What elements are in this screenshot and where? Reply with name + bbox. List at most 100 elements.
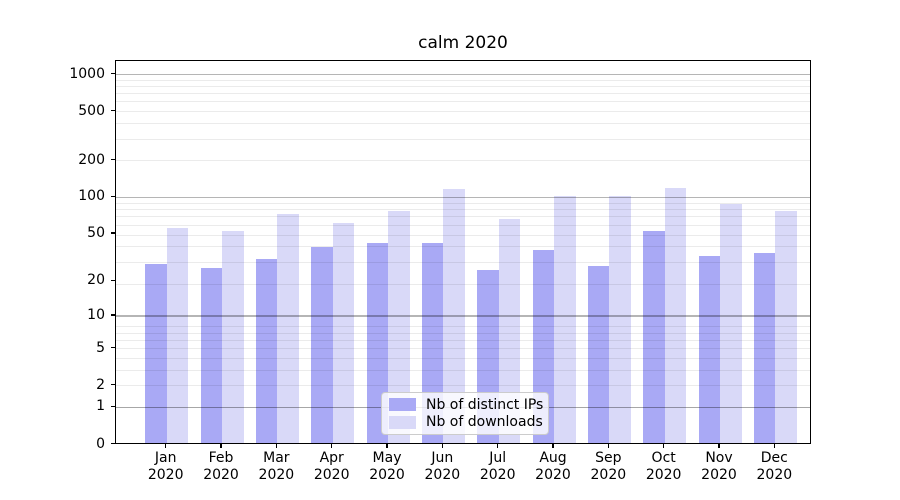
y-tick-label: 0 [96,435,105,452]
y-tick-mark [110,110,115,112]
gridline-minor [116,79,810,81]
gridline-minor [116,138,810,140]
y-tick-mark [110,346,115,349]
gridline-minor [116,369,810,371]
y-tick-mark [110,405,115,407]
gridline-minor [116,261,810,263]
x-tick-mark [386,443,388,448]
bar-downloads-7 [498,219,521,443]
bar-ips-9 [587,266,610,443]
x-tick-mark [552,443,554,448]
bar-downloads-10 [664,188,687,443]
x-tick-mark [220,443,222,448]
y-tick-label: 1 [96,398,105,415]
bar-downloads-4 [332,222,355,443]
gridline-minor [116,101,810,103]
bar-downloads-12 [775,211,797,443]
y-tick-label: 2 [96,376,105,393]
gridline-minor [116,224,810,226]
y-tick-mark [110,158,115,161]
x-tick-mark [275,443,277,448]
bar-downloads-1 [166,228,189,443]
gridline-minor [116,123,810,125]
x-tick-mark [663,443,665,448]
x-tick-label: Oct 2020 [645,449,682,483]
x-tick-mark [165,443,167,448]
y-tick-mark [110,232,115,234]
bar-ips-4 [311,246,333,443]
legend-item-distinct-ips: Nb of distinct IPs [389,396,544,413]
chart-title: calm 2020 [418,33,508,53]
y-tick-mark [110,442,115,445]
gridline-minor [116,339,810,341]
y-tick-mark [110,314,115,316]
gridline-major [116,73,810,76]
bar-downloads-9 [609,196,631,443]
gridline-minor [116,160,810,162]
bar-ips-12 [753,252,776,443]
gridline-minor [116,234,810,236]
bar-ips-10 [643,230,665,443]
gridline-minor [116,93,810,95]
gridline-minor [116,326,810,328]
x-tick-mark [607,443,609,448]
bar-downloads-5 [388,211,410,443]
legend-label-downloads: Nb of downloads [426,414,543,431]
y-tick-mark [110,195,115,197]
gridline-minor [116,283,810,285]
y-tick-label: 500 [78,102,105,119]
x-tick-mark [497,443,499,448]
plot-area: Nb of distinct IPs Nb of downloads [115,60,811,444]
bar-downloads-6 [443,189,465,443]
bar-ips-1 [145,264,167,443]
gridline-minor [116,332,810,334]
bar-ips-3 [255,258,278,443]
y-tick-label: 10 [87,307,105,324]
x-tick-label: Sep 2020 [590,449,627,483]
legend-item-downloads: Nb of downloads [389,414,543,431]
x-tick-label: Jul 2020 [479,449,516,483]
x-tick-mark [718,443,720,448]
x-tick-label: Feb 2020 [203,449,239,483]
legend: Nb of distinct IPs Nb of downloads [381,392,549,435]
gridline-minor [116,209,810,211]
x-tick-mark [441,443,443,448]
gridline-minor [116,385,810,387]
y-tick-label: 200 [78,151,105,168]
y-tick-mark [110,72,115,75]
y-tick-label: 1000 [69,65,105,82]
gridline-major [116,196,810,198]
legend-swatch-ips-icon [389,398,416,412]
bar-ips-11 [698,255,720,443]
x-tick-mark [773,443,775,448]
gridline-minor [116,86,810,88]
gridline-minor [116,216,810,218]
x-tick-mark [331,443,333,448]
gridline-minor [116,357,810,359]
y-tick-mark [110,279,115,282]
y-tick-label: 20 [87,272,105,289]
bar-downloads-8 [554,196,576,443]
x-tick-label: Jun 2020 [424,449,461,483]
x-tick-label: Aug 2020 [535,449,571,483]
y-tick-mark [110,384,115,386]
x-tick-label: May 2020 [369,449,405,483]
bar-downloads-11 [720,204,742,443]
y-tick-label: 100 [78,188,105,205]
x-tick-label: Nov 2020 [701,449,737,483]
gridline-minor [116,203,810,205]
x-tick-label: Apr 2020 [313,449,350,483]
legend-label-distinct-ips: Nb of distinct IPs [426,396,544,413]
gridline-minor [116,348,810,350]
x-tick-label: Mar 2020 [258,449,295,483]
bar-downloads-2 [222,230,244,443]
legend-swatch-downloads-icon [389,415,416,429]
gridline-minor [116,246,810,248]
gridline-major [116,315,810,317]
x-tick-label: Jan 2020 [147,449,184,483]
y-tick-label: 5 [96,339,105,356]
bar-ips-2 [200,268,223,443]
y-tick-label: 50 [87,224,105,241]
gridline-minor [116,111,810,113]
